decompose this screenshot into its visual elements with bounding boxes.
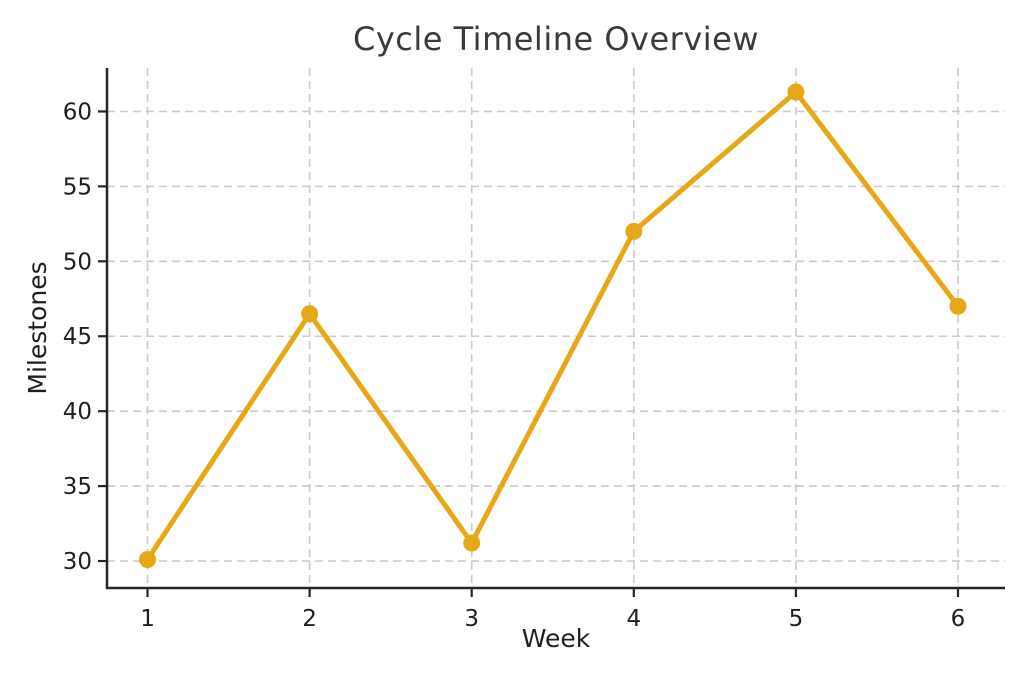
- chart-title: Cycle Timeline Overview: [352, 20, 759, 58]
- x-tick-label: 4: [626, 606, 641, 632]
- x-tick-label: 5: [789, 606, 804, 632]
- data-point-marker: [625, 222, 643, 240]
- data-point-marker: [949, 297, 967, 315]
- series-line: [145, 89, 961, 563]
- y-tick-label: 55: [63, 174, 92, 200]
- data-point-marker: [463, 534, 481, 552]
- x-tick-label: 6: [951, 606, 966, 632]
- data-point-marker: [139, 551, 157, 569]
- data-point-marker: [301, 305, 319, 323]
- x-axis-label: Week: [521, 624, 591, 653]
- y-tick-label: 45: [63, 324, 92, 350]
- y-tick-label: 50: [63, 249, 92, 275]
- x-tick-label: 2: [302, 606, 317, 632]
- y-tick-label: 35: [63, 474, 92, 500]
- y-tick-label: 60: [63, 99, 92, 125]
- x-tick-label: 3: [464, 606, 479, 632]
- y-axis-label: Milestones: [23, 261, 52, 395]
- x-tick-label: 1: [140, 606, 155, 632]
- data-point-marker: [787, 83, 805, 101]
- y-tick-label: 30: [63, 549, 92, 575]
- y-tick-label: 40: [63, 399, 92, 425]
